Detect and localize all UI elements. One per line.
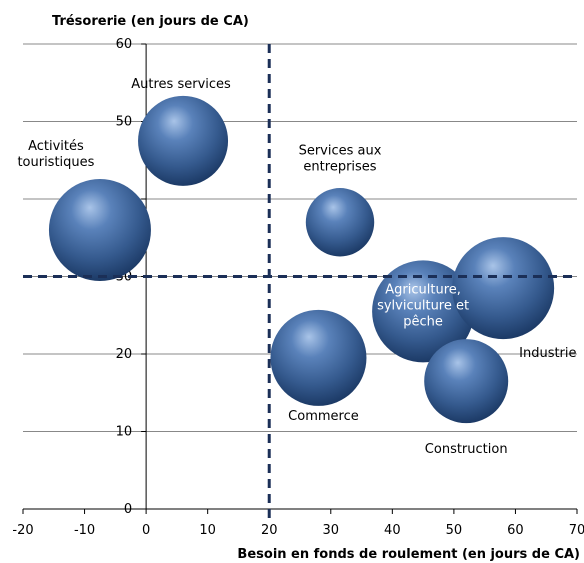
x-tick-label--10: -10 <box>74 523 95 538</box>
y-tick-label-50: 50 <box>116 115 133 130</box>
bubble-label-industrie: Industrie <box>519 346 576 361</box>
x-tick-label-30: 30 <box>323 523 340 538</box>
bubble-construction <box>424 339 509 424</box>
bubble-services-aux-entreprises <box>305 188 375 257</box>
bubble-label-line: sylviculture et <box>377 298 469 313</box>
x-tick-label-60: 60 <box>507 523 524 538</box>
bubble-autres-services <box>138 95 229 186</box>
bubble-industrie <box>452 237 555 340</box>
bubble-label-line: Autres services <box>131 77 231 92</box>
bubble-label-autres-services: Autres services <box>131 77 231 92</box>
bubble-activites-touristiques <box>48 179 151 281</box>
x-tick-label-50: 50 <box>446 523 463 538</box>
bubble-label-line: pêche <box>403 314 443 329</box>
bubble-label-line: Commerce <box>288 409 359 424</box>
bubble-label-commerce: Commerce <box>288 409 359 424</box>
bubble-label-line: Construction <box>425 442 508 457</box>
x-tick-label--20: -20 <box>12 523 33 538</box>
bubble-label-line: touristiques <box>17 155 94 170</box>
bubble-label-line: Services aux <box>299 143 382 158</box>
reference-lines <box>23 44 577 521</box>
bubble-label-line: Agriculture, <box>385 282 461 297</box>
bubble-labels: Activités touristiques Autres services Serv… <box>17 77 576 457</box>
bubble-label-construction: Construction <box>425 442 508 457</box>
y-axis-title: Trésorerie (en jours de CA) <box>52 14 249 29</box>
x-tick-label-10: 10 <box>199 523 216 538</box>
bubble-label-line: Industrie <box>519 346 576 361</box>
bubble-label-line: entreprises <box>303 159 376 174</box>
bubble-label-activites-touristiques: Activités touristiques <box>17 139 94 170</box>
bubbles <box>48 95 555 424</box>
bubble-label-line: Activités <box>28 139 84 154</box>
x-tick-label-40: 40 <box>384 523 401 538</box>
bubble-agriculture-sylviculture-et-peche <box>372 260 475 363</box>
y-tick-label-60: 60 <box>116 37 133 52</box>
bubble-commerce <box>270 309 367 406</box>
x-axis-title: Besoin en fonds de roulement (en jours d… <box>237 547 580 562</box>
x-tick-label-70: 70 <box>569 523 584 538</box>
x-tick-label-20: 20 <box>261 523 278 538</box>
y-tick-label-10: 10 <box>116 425 133 440</box>
bubble-label-agriculture-sylviculture-et-peche: Agriculture, sylviculture et pêche <box>377 282 469 329</box>
y-tick-label-20: 20 <box>116 347 133 362</box>
bubble-label-services-aux-entreprises: Services aux entreprises <box>299 143 382 174</box>
x-tick-label-0: 0 <box>142 523 150 538</box>
